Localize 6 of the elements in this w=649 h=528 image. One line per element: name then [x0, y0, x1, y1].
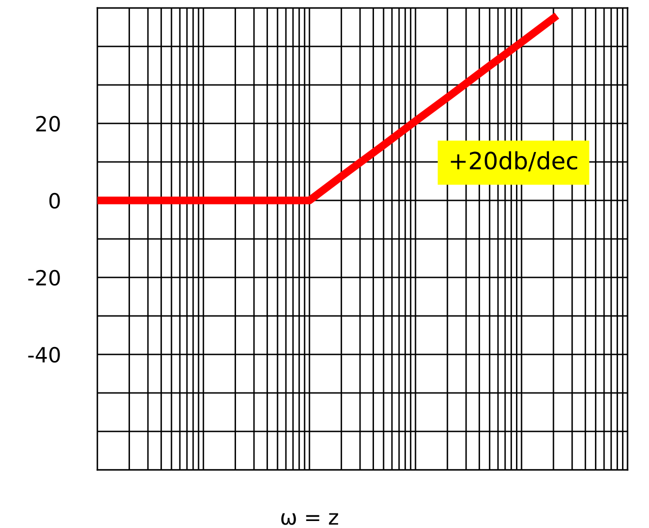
- annotation: +20db/dec: [450, 151, 578, 172]
- y-tick-label: 20: [36, 116, 60, 132]
- x-tick-label: ω = z: [281, 513, 338, 525]
- y-tick-label: -20: [28, 270, 60, 286]
- y-tick-label: -40: [28, 346, 60, 363]
- y-tick-label: 0: [49, 192, 60, 209]
